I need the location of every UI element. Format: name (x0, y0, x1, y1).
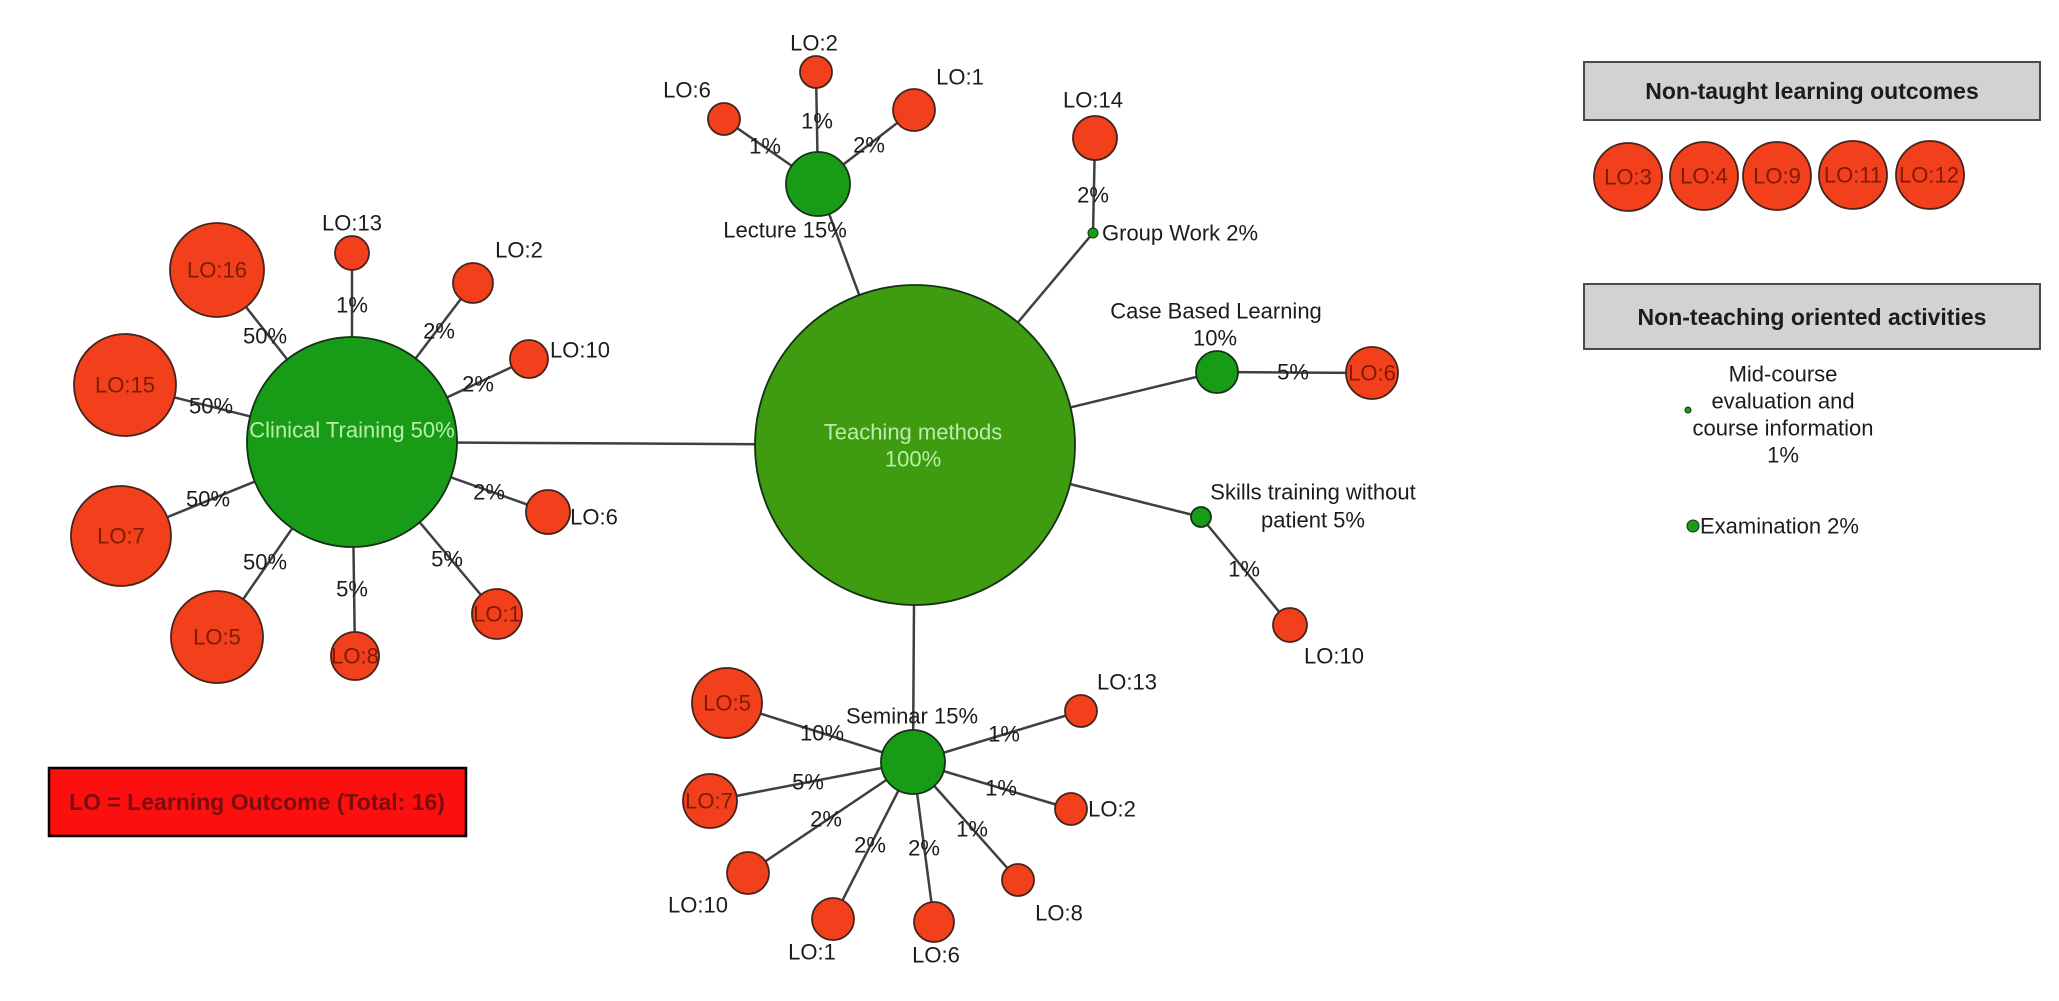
svg-text:5%: 5% (792, 770, 824, 795)
svg-text:course information: course information (1693, 416, 1874, 441)
svg-text:Skills training without: Skills training without (1210, 480, 1415, 505)
svg-text:2%: 2% (908, 836, 940, 861)
svg-text:1%: 1% (985, 776, 1017, 801)
svg-text:2%: 2% (853, 133, 885, 158)
svg-text:Seminar 15%: Seminar 15% (846, 704, 978, 729)
svg-text:1%: 1% (749, 134, 781, 159)
svg-text:LO:12: LO:12 (1899, 163, 1959, 188)
svg-text:LO:6: LO:6 (912, 943, 960, 968)
svg-text:LO:1: LO:1 (936, 65, 984, 90)
svg-text:50%: 50% (189, 394, 233, 419)
svg-text:50%: 50% (186, 487, 230, 512)
svg-text:5%: 5% (1277, 360, 1309, 385)
svg-text:LO = Learning Outcome (Total:: LO = Learning Outcome (Total: 16) (69, 789, 445, 815)
svg-text:Non-teaching oriented activiti: Non-teaching oriented activities (1638, 304, 1987, 330)
svg-text:Non-taught learning outcomes: Non-taught learning outcomes (1645, 78, 1979, 104)
svg-text:2%: 2% (810, 807, 842, 832)
svg-text:LO:6: LO:6 (1348, 361, 1396, 386)
svg-text:2%: 2% (462, 372, 494, 397)
svg-text:patient 5%: patient 5% (1261, 508, 1365, 533)
svg-text:LO:2: LO:2 (495, 238, 543, 263)
svg-text:2%: 2% (1077, 183, 1109, 208)
svg-text:1%: 1% (956, 817, 988, 842)
svg-text:5%: 5% (431, 547, 463, 572)
svg-text:LO:3: LO:3 (1604, 165, 1652, 190)
svg-text:LO:10: LO:10 (668, 893, 728, 918)
svg-text:2%: 2% (854, 833, 886, 858)
svg-text:Mid-course: Mid-course (1729, 362, 1838, 387)
svg-text:100%: 100% (885, 447, 941, 472)
svg-text:LO:8: LO:8 (1035, 901, 1083, 926)
svg-text:1%: 1% (801, 109, 833, 134)
svg-text:5%: 5% (336, 577, 368, 602)
svg-text:2%: 2% (473, 480, 505, 505)
svg-text:Examination 2%: Examination 2% (1700, 514, 1859, 539)
svg-text:50%: 50% (243, 550, 287, 575)
svg-text:LO:14: LO:14 (1063, 88, 1123, 113)
svg-text:LO:4: LO:4 (1680, 164, 1728, 189)
svg-text:1%: 1% (1767, 443, 1799, 468)
svg-text:LO:11: LO:11 (1824, 163, 1882, 188)
svg-text:50%: 50% (243, 324, 287, 349)
svg-text:LO:10: LO:10 (1304, 644, 1364, 669)
svg-text:LO:15: LO:15 (95, 373, 155, 398)
svg-text:LO:8: LO:8 (331, 644, 379, 669)
svg-text:LO:5: LO:5 (703, 691, 751, 716)
svg-text:2%: 2% (423, 319, 455, 344)
svg-text:LO:2: LO:2 (1088, 797, 1136, 822)
svg-text:1%: 1% (988, 722, 1020, 747)
svg-text:Clinical Training 50%: Clinical Training 50% (249, 418, 454, 443)
svg-text:LO:10: LO:10 (550, 338, 610, 363)
svg-text:Group Work 2%: Group Work 2% (1102, 221, 1258, 246)
svg-text:evaluation and: evaluation and (1711, 389, 1854, 414)
svg-text:1%: 1% (336, 293, 368, 318)
svg-text:LO:13: LO:13 (322, 211, 382, 236)
svg-text:LO:6: LO:6 (570, 505, 618, 530)
svg-text:LO:7: LO:7 (685, 789, 733, 814)
svg-text:1%: 1% (1228, 557, 1260, 582)
svg-text:LO:7: LO:7 (97, 524, 145, 549)
svg-text:LO:13: LO:13 (1097, 670, 1157, 695)
svg-text:LO:16: LO:16 (187, 258, 247, 283)
svg-text:Case Based Learning: Case Based Learning (1110, 299, 1322, 324)
svg-text:LO:1: LO:1 (788, 940, 836, 965)
svg-text:Lecture 15%: Lecture 15% (723, 218, 847, 243)
svg-text:10%: 10% (1193, 326, 1237, 351)
svg-text:LO:1: LO:1 (473, 602, 521, 627)
svg-text:Teaching methods: Teaching methods (824, 420, 1003, 445)
svg-text:10%: 10% (800, 721, 844, 746)
svg-text:LO:6: LO:6 (663, 78, 711, 103)
svg-text:LO:5: LO:5 (193, 625, 241, 650)
svg-text:LO:2: LO:2 (790, 31, 838, 56)
svg-text:LO:9: LO:9 (1753, 164, 1801, 189)
